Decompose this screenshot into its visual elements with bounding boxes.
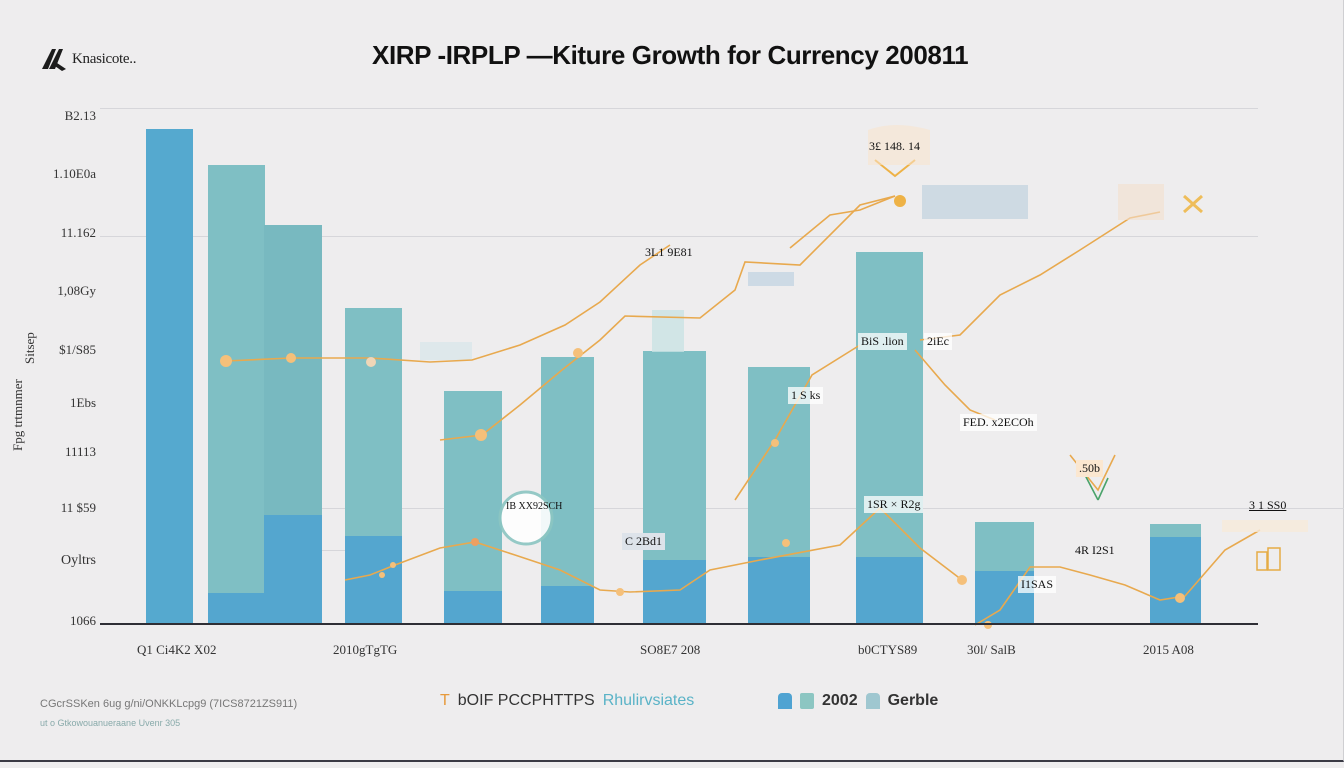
legend-label-1: bOIF PCCPHTTPS	[457, 692, 595, 709]
data-annotation: 3 1 SS0	[1249, 498, 1287, 512]
bar-2[interactable]	[208, 165, 265, 623]
legend-series-label: Gerble	[887, 692, 939, 709]
y-tick: 1.10E0a	[53, 166, 96, 181]
y-tick: 1,08Gy	[57, 283, 96, 298]
gridline	[100, 236, 1258, 237]
brand-logo: Knasicote..	[40, 44, 136, 74]
gridline	[320, 508, 1344, 509]
y-tick: 11 $59	[60, 500, 96, 515]
legend-right: 2002 Gerble	[778, 692, 938, 710]
legend-label-2: Rhulirvsiates	[602, 692, 695, 709]
logo-text: Knasicote..	[72, 50, 137, 67]
source-note: CGcrSSKen 6ug g/ni/ONKKLcpg9 (7ICS8721ZS…	[40, 698, 298, 710]
x-tick: 2010gTgTG	[333, 642, 398, 657]
data-annotation: 1SR × R2g	[864, 496, 924, 513]
legend-swatch-light-icon	[865, 693, 880, 709]
bar-3[interactable]	[264, 225, 322, 623]
data-annotation: C 2Bd1	[622, 533, 666, 550]
logo-mark-icon	[42, 49, 66, 71]
y-tick: B2.13	[64, 108, 96, 123]
legend-left: T bOIF PCCPHTTPS Rhulirvsiates	[440, 692, 694, 710]
data-annotation: 4R I2S1	[1075, 543, 1115, 557]
bar-7[interactable]	[643, 351, 706, 623]
y-tick: Oyltrs	[61, 553, 96, 568]
bar-6[interactable]	[541, 357, 594, 623]
data-annotation: 3£ 148. 14	[869, 139, 920, 153]
decorative-block	[748, 272, 794, 286]
y-tick: $1/S85	[59, 342, 96, 357]
decorative-block	[420, 342, 472, 360]
x-tick: 2015 A08	[1143, 642, 1194, 657]
y-tick: 1066	[70, 613, 96, 628]
x-tick: 30l/ SalB	[967, 642, 1016, 657]
data-annotation: 1 S ks	[788, 387, 824, 404]
bar-1[interactable]	[146, 129, 193, 623]
data-annotation: 3L1 9E81	[645, 245, 693, 259]
bar-4[interactable]	[345, 308, 402, 623]
bar-8[interactable]	[748, 367, 810, 623]
x-tick: SO8E7 208	[640, 642, 701, 657]
source-subnote: ut o Gtkowouanueraane Uvenr 305	[40, 718, 181, 728]
data-annotation: FED. x2ECOh	[960, 414, 1037, 431]
data-annotation: 2iEc	[924, 333, 952, 350]
decorative-block	[922, 185, 1028, 219]
y-tick: 11113	[64, 444, 96, 459]
x-tick: Q1 Ci4K2 X02	[137, 642, 217, 657]
x-axis-line	[100, 623, 1258, 625]
bar-5[interactable]	[444, 391, 502, 623]
data-annotation: .50b	[1076, 460, 1103, 477]
legend-lead-glyph: T	[440, 692, 450, 709]
data-annotation: I1SAS	[1018, 576, 1057, 593]
data-annotation: IB XX92SCH	[506, 501, 563, 512]
bar-11[interactable]	[1150, 524, 1201, 623]
y-tick: 1Ebs	[70, 395, 96, 410]
legend-swatch-blue-icon	[778, 693, 792, 709]
x-tick: b0CTYS89	[858, 642, 918, 657]
data-annotation: BiS .lion	[858, 333, 907, 350]
chart-title: XIRP -IRPLP —Kiture Growth for Currency …	[372, 40, 969, 70]
gridline	[100, 108, 1258, 109]
legend-year-label: 2002	[822, 692, 858, 709]
y-tick: 11.162	[60, 225, 96, 240]
legend-swatch-teal-icon	[800, 693, 814, 709]
